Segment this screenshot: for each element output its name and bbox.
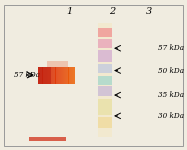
Bar [54, 67, 55, 84]
Bar [48, 67, 49, 84]
Text: 1: 1 [66, 7, 73, 16]
Bar [61, 67, 62, 84]
Bar [71, 67, 72, 84]
Text: 57 kDa: 57 kDa [14, 71, 40, 79]
Bar [46, 67, 47, 84]
Bar [44, 67, 45, 84]
Bar [98, 28, 112, 37]
Bar [47, 61, 68, 67]
Text: 35 kDa: 35 kDa [158, 91, 184, 99]
Bar [98, 99, 112, 115]
Bar [57, 67, 58, 84]
Bar [98, 76, 112, 85]
Bar [69, 67, 70, 84]
Bar [98, 86, 112, 96]
Bar [45, 67, 46, 84]
Text: 50 kDa: 50 kDa [158, 67, 184, 75]
Bar [47, 67, 48, 84]
Bar [66, 67, 67, 84]
Text: 57 kDa: 57 kDa [158, 44, 184, 52]
Bar [42, 67, 43, 84]
Bar [62, 67, 63, 84]
Bar [38, 67, 51, 84]
Bar [56, 67, 57, 84]
Text: 30 kDa: 30 kDa [158, 112, 184, 120]
Bar [98, 39, 112, 48]
Text: 2: 2 [109, 7, 115, 16]
Text: 3: 3 [146, 7, 152, 16]
Bar [55, 67, 56, 84]
Bar [50, 67, 51, 84]
Bar [60, 67, 61, 84]
Bar [41, 67, 42, 84]
Bar [98, 50, 112, 62]
Bar [64, 67, 65, 84]
Bar [30, 137, 66, 141]
Bar [98, 23, 112, 137]
Bar [98, 64, 112, 73]
Bar [39, 67, 40, 84]
Bar [40, 67, 41, 84]
Bar [53, 67, 54, 84]
Bar [42, 67, 44, 84]
Bar [73, 67, 74, 84]
Bar [38, 67, 39, 84]
Bar [58, 67, 59, 84]
Bar [67, 67, 68, 84]
Bar [68, 67, 69, 84]
Bar [72, 67, 73, 84]
Bar [59, 67, 60, 84]
Bar [74, 67, 75, 84]
Bar [70, 67, 71, 84]
Bar [98, 117, 112, 128]
Bar [52, 67, 53, 84]
Bar [49, 67, 50, 84]
Bar [63, 67, 64, 84]
Bar [65, 67, 66, 84]
Bar [51, 67, 52, 84]
Bar [43, 67, 44, 84]
